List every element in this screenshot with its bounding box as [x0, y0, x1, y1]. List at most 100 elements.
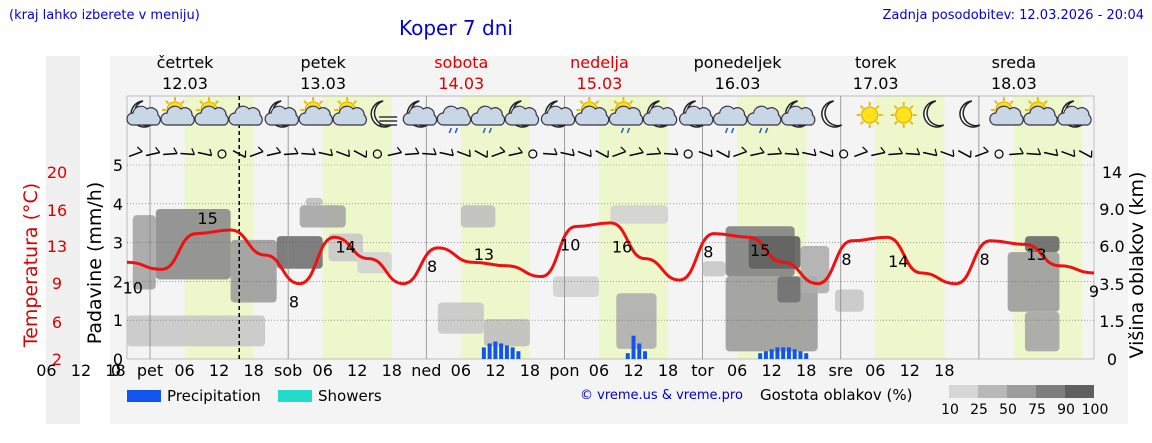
day-date: 17.03 — [853, 74, 899, 93]
hour-tick: 18 — [382, 361, 402, 380]
wind-barb — [372, 149, 382, 159]
barb-shaft — [301, 152, 316, 156]
barb-shaft — [940, 150, 955, 158]
barb-feather — [656, 147, 662, 154]
hour-tick: 06 — [174, 361, 194, 380]
cloud-shape — [504, 105, 540, 126]
cloud-block — [437, 302, 484, 334]
sun-ray — [165, 100, 170, 105]
precip-tick: 5 — [113, 156, 123, 175]
hour-tick: 18 — [658, 361, 678, 380]
barb-feather — [294, 147, 299, 154]
precip-bar — [637, 343, 642, 359]
wind-barb — [422, 148, 437, 156]
barb-feather — [209, 148, 213, 156]
sun-ray — [993, 100, 999, 105]
precip-bar — [504, 345, 509, 359]
cloud-shape — [540, 105, 576, 126]
temperature-label: 16 — [612, 238, 632, 257]
day-date: 13.03 — [300, 74, 346, 93]
hour-tick: 12 — [209, 361, 229, 380]
wind-barb — [767, 147, 783, 156]
cloud-shape — [470, 105, 506, 126]
cloud-height-tick: 14 — [1102, 163, 1122, 182]
barb-shaft — [716, 150, 730, 158]
cloud-block — [299, 205, 346, 228]
precip-bar — [792, 349, 797, 359]
precip-bar — [510, 347, 515, 359]
sun-cloud-icon — [194, 97, 229, 126]
cloud-shape — [712, 105, 748, 126]
sun-ray — [318, 100, 324, 105]
cloud-density-tick: 25 — [970, 402, 988, 418]
barb-feather — [620, 146, 627, 153]
region-hint[interactable]: (kraj lahko izberete v meniju) — [9, 8, 200, 23]
day-name: torek — [855, 53, 897, 72]
day-date: 16.03 — [715, 74, 761, 93]
barb-feather — [898, 147, 903, 154]
hour-tick: 18 — [520, 361, 540, 380]
barb-shaft — [663, 152, 678, 156]
wind-barb — [163, 147, 178, 156]
barb-feather — [1090, 150, 1093, 158]
cloud-shape — [228, 105, 263, 126]
sun-ray — [579, 100, 584, 105]
rain-drop — [620, 127, 625, 134]
barb-shaft — [802, 151, 817, 157]
cloud-density-label: Gostota oblakov (%) — [760, 386, 913, 404]
sun-icon — [856, 102, 883, 128]
precip-bar — [758, 353, 763, 359]
day-date: 18.03 — [991, 74, 1037, 93]
temperature-label: 15 — [197, 209, 217, 228]
barb-feather — [983, 146, 989, 153]
credit-link[interactable]: © vreme.us & vreme.pro — [580, 388, 743, 403]
barb-feather — [155, 146, 161, 153]
wind-barb — [474, 150, 488, 158]
barb-feather — [1055, 148, 1059, 156]
rain-drop — [488, 127, 492, 134]
precip-bar — [493, 341, 498, 359]
sun-ray — [875, 105, 880, 110]
wind-barb — [819, 149, 834, 158]
day-name: ponedeljek — [694, 53, 783, 72]
barb-feather — [795, 148, 800, 155]
moon-cloud-icon — [678, 100, 714, 128]
wind-barb — [733, 146, 747, 158]
cloud-block — [610, 205, 669, 224]
sun-ray — [909, 120, 914, 125]
barb-shaft — [957, 150, 972, 158]
hour-tick: 06 — [36, 361, 56, 380]
barb-shaft — [145, 151, 160, 157]
cloud-density-swatch — [1065, 385, 1094, 398]
temperature-label: 8 — [427, 257, 437, 276]
cloud-shape — [746, 105, 782, 126]
temperature-label: 8 — [841, 250, 851, 269]
cloud-height-tick: 0 — [1107, 350, 1117, 369]
barb-shaft — [698, 150, 713, 158]
barb-feather — [1019, 147, 1024, 154]
cloud-height-tick: 9.0 — [1099, 200, 1124, 219]
barb-shaft — [767, 152, 782, 156]
cloud-density-swatch — [949, 385, 978, 398]
barb-feather — [365, 150, 368, 158]
precip-bar — [516, 351, 521, 359]
barb-shaft — [905, 152, 920, 156]
cloud-height-tick: 1.5 — [1099, 312, 1124, 331]
temperature-label: 8 — [703, 243, 713, 262]
cloud-shape — [780, 105, 816, 126]
precip-tick: 4 — [113, 195, 123, 214]
legend-showers-label: Showers — [318, 387, 382, 405]
barb-feather — [191, 148, 195, 155]
wind-barb — [439, 148, 454, 157]
barb-feather — [607, 150, 609, 158]
barb-feather — [862, 146, 868, 153]
cloud-shape — [194, 105, 229, 126]
temperature-label: 14 — [888, 252, 908, 271]
legend-showers-swatch — [278, 390, 312, 402]
sun-ray — [875, 120, 880, 125]
moon-icon — [959, 100, 981, 128]
hour-tick: 06 — [865, 361, 885, 380]
wind-barb — [854, 146, 868, 158]
barb-feather — [348, 149, 351, 157]
barb-shaft — [232, 150, 246, 158]
